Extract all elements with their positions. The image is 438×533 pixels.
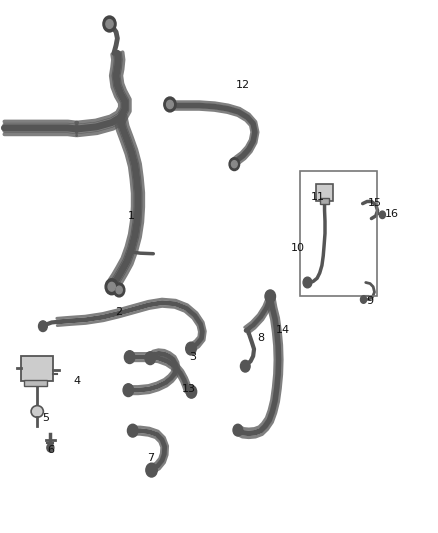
Circle shape	[146, 463, 157, 477]
Circle shape	[105, 279, 118, 295]
Text: 8: 8	[257, 334, 264, 343]
Text: 1: 1	[128, 211, 135, 221]
Circle shape	[240, 360, 250, 372]
Circle shape	[233, 424, 243, 436]
Text: 12: 12	[236, 80, 250, 90]
Circle shape	[379, 211, 385, 219]
Text: 9: 9	[367, 296, 374, 306]
Circle shape	[123, 384, 134, 397]
Circle shape	[164, 97, 176, 112]
Circle shape	[231, 160, 237, 168]
Circle shape	[106, 20, 113, 28]
Circle shape	[360, 296, 367, 303]
Circle shape	[265, 290, 276, 303]
Circle shape	[113, 283, 125, 297]
Text: 15: 15	[367, 198, 381, 207]
Text: 14: 14	[276, 326, 290, 335]
Circle shape	[127, 424, 138, 437]
Circle shape	[186, 342, 196, 355]
Bar	[300, 171, 377, 296]
Circle shape	[103, 16, 116, 32]
Circle shape	[303, 277, 312, 288]
Circle shape	[108, 282, 115, 291]
Circle shape	[116, 286, 122, 294]
Text: 10: 10	[291, 243, 305, 253]
Text: 7: 7	[148, 454, 155, 463]
Circle shape	[39, 321, 47, 332]
Bar	[316, 184, 333, 201]
Bar	[21, 356, 53, 381]
Circle shape	[47, 443, 54, 452]
Text: 13: 13	[181, 384, 195, 394]
Circle shape	[229, 158, 240, 171]
Ellipse shape	[31, 406, 43, 417]
Text: 11: 11	[311, 192, 325, 202]
Circle shape	[124, 351, 135, 364]
Circle shape	[166, 100, 173, 109]
Bar	[320, 198, 329, 204]
Text: 5: 5	[42, 414, 49, 423]
Circle shape	[186, 385, 197, 398]
Text: 2: 2	[115, 307, 122, 317]
Text: 3: 3	[189, 352, 196, 362]
Bar	[24, 380, 47, 386]
Text: 6: 6	[47, 446, 54, 455]
Circle shape	[145, 352, 155, 365]
Text: 4: 4	[73, 376, 80, 386]
Text: 16: 16	[385, 209, 399, 219]
